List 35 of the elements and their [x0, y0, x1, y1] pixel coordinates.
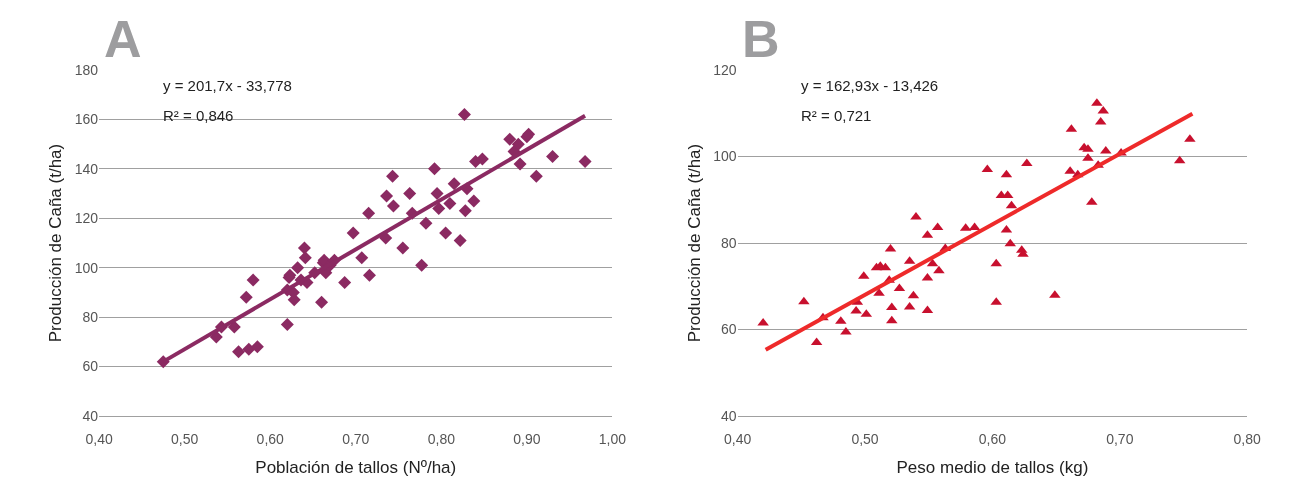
x-tick-label: 0,40	[85, 430, 113, 447]
y-tick-label: 60	[721, 321, 737, 338]
x-tick-label: 0,50	[171, 430, 199, 447]
y-tick-label: 80	[82, 309, 99, 326]
annotation: R² = 0,721	[801, 107, 872, 124]
x-axis-title: Población de tallos (Nº/ha)	[255, 458, 457, 478]
chart-title: A	[104, 10, 142, 68]
y-tick-label: 40	[721, 407, 737, 424]
x-tick-label: 0,40	[724, 430, 752, 447]
x-tick-label: 1,00	[598, 430, 627, 447]
annotation: R² = 0,846	[163, 107, 234, 124]
x-axis-title: Peso medio de tallos (kg)	[896, 458, 1089, 478]
annotation: y = 201,7x - 33,778	[163, 77, 292, 94]
x-tick-label: 0,60	[978, 430, 1007, 447]
x-tick-label: 0,60	[256, 430, 285, 447]
x-tick-label: 0,70	[342, 430, 370, 447]
y-tick-label: 180	[74, 61, 99, 78]
y-tick-label: 100	[74, 259, 99, 276]
y-tick-label: 60	[82, 358, 99, 375]
y-tick-label: 100	[713, 148, 737, 165]
y-tick-label: 120	[74, 210, 99, 227]
y-tick-label: 40	[82, 407, 99, 424]
y-tick-label: 80	[721, 234, 737, 251]
x-tick-label: 0,50	[851, 430, 879, 447]
y-tick-label: 160	[74, 111, 99, 128]
y-axis-title: Producción de Caña (t/ha)	[46, 143, 66, 343]
chart-title: B	[742, 10, 780, 68]
x-tick-label: 0,90	[513, 430, 541, 447]
y-tick-label: 120	[713, 61, 737, 78]
annotation: y = 162,93x - 13,426	[801, 77, 939, 94]
y-axis-title: Producción de Caña (t/ha)	[684, 143, 704, 343]
y-tick-label: 140	[74, 160, 99, 177]
x-tick-label: 0,80	[427, 430, 456, 447]
x-tick-label: 0,80	[1233, 430, 1262, 447]
x-tick-label: 0,70	[1106, 430, 1134, 447]
